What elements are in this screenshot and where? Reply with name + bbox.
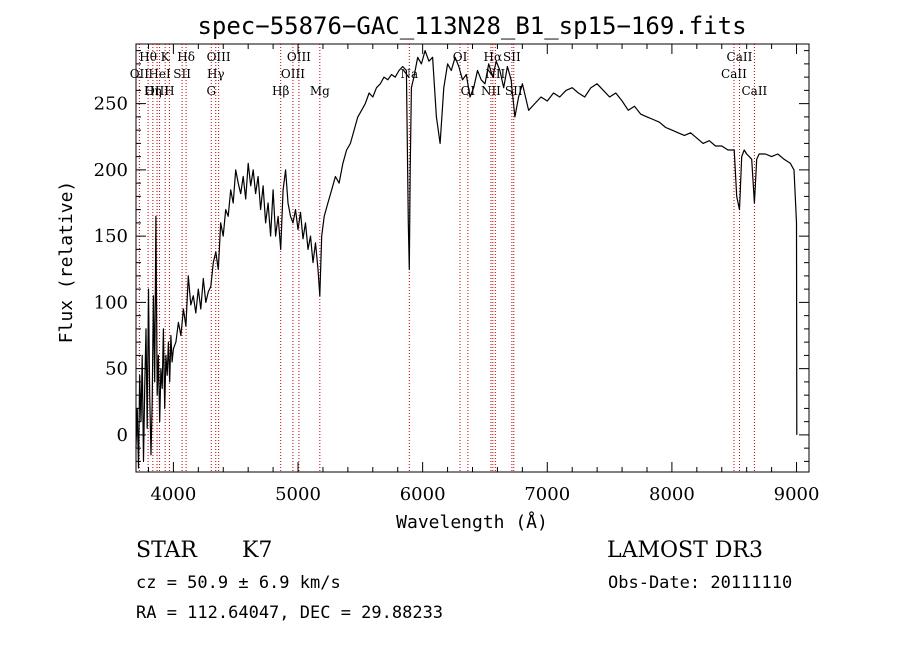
spectral-line-label: Hθ — [139, 50, 157, 64]
spectral-line-label: OIII — [145, 84, 169, 98]
spectral-line-label: Hδ — [177, 50, 195, 64]
spectral-line-label: OIII — [281, 67, 305, 81]
plot-frame — [135, 43, 810, 473]
observation-date: Obs-Date: 20111110 — [608, 573, 793, 593]
y-tick-label: 50 — [105, 359, 128, 380]
spectral-line-label: NII — [485, 67, 505, 81]
spectral-line-label: Hα — [484, 50, 503, 64]
spectrum-line — [135, 50, 798, 469]
y-tick-label: 200 — [94, 160, 128, 181]
x-tick-label: 4000 — [150, 484, 196, 505]
x-tick-label: 8000 — [649, 484, 695, 505]
spectral-line-label: OII — [130, 67, 150, 81]
spectral-line-label: Hγ — [207, 67, 225, 81]
spectral-line-label: CaII — [721, 67, 747, 81]
spectral-line-label: Mg — [310, 84, 330, 98]
x-axis-label: Wavelength (Å) — [396, 511, 548, 533]
spectral-line-label: CaII — [727, 50, 753, 64]
redshift-readout: cz = 50.9 ± 6.9 km/s — [136, 573, 341, 593]
spectral-line-label: Hη — [144, 84, 162, 98]
spectral-line-label: H — [164, 84, 174, 98]
y-tick-label: 100 — [94, 292, 128, 313]
y-tick-label: 150 — [94, 226, 128, 247]
spectral-line-label: OI — [461, 84, 476, 98]
x-tick-label: 9000 — [774, 484, 820, 505]
spectral-line-label: HeI — [148, 67, 171, 81]
spectrum-chart: spec−55876−GAC_113N28_B1_sp15−169.fits H… — [56, 12, 820, 533]
chart-title: spec−55876−GAC_113N28_B1_sp15−169.fits — [197, 12, 746, 40]
axis-tick-labels: 4000 5000 6000 7000 8000 9000 0 50 100 150 200 250 — [94, 94, 820, 505]
spectral-line-label: Hβ — [272, 84, 289, 98]
x-tick-label: 7000 — [524, 484, 570, 505]
spectral-line-labels: Hθ OII OIII K HeI Hη SII H Hδ OIII Hγ G OIII OIII Hβ Mg… — [130, 50, 768, 98]
spectral-line-label: SII — [503, 50, 521, 64]
spectral-line-label: G — [206, 84, 216, 98]
object-class: STAR — [136, 538, 197, 563]
spectral-line-label: CaII — [741, 84, 767, 98]
y-axis-label: Flux (relative) — [56, 181, 77, 344]
x-tick-label: 6000 — [400, 484, 446, 505]
survey-name: LAMOST DR3 — [607, 538, 763, 563]
spectral-line-label: OIII — [207, 50, 231, 64]
spectral-line-label: K — [161, 50, 171, 64]
axis-ticks — [136, 44, 809, 472]
x-tick-label: 5000 — [275, 484, 321, 505]
coordinates-readout: RA = 112.64047, DEC = 29.88233 — [136, 603, 444, 623]
spectral-line-label: NII — [481, 84, 501, 98]
y-tick-label: 0 — [117, 425, 128, 446]
y-tick-label: 250 — [94, 94, 128, 115]
spectral-line-label: OIII — [287, 50, 311, 64]
spectral-line-label: SII — [505, 84, 523, 98]
spectral-line-label: SII — [173, 67, 191, 81]
object-subclass: K7 — [242, 538, 273, 563]
spectral-lines-layer — [138, 44, 755, 472]
